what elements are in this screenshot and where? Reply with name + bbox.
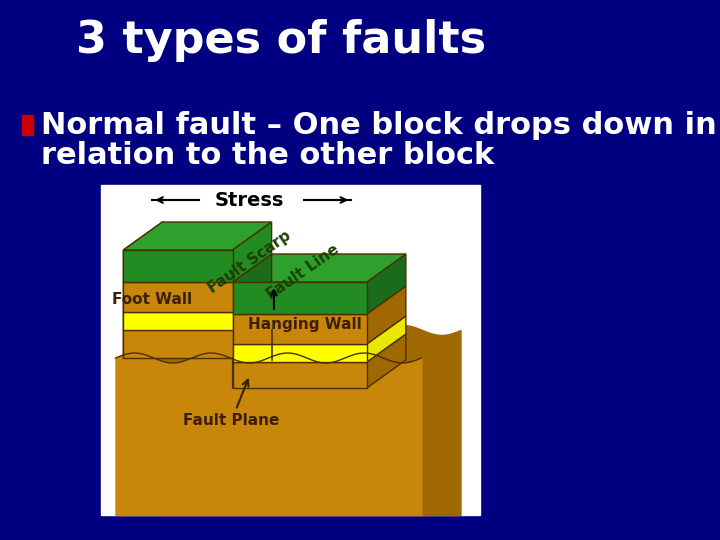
Text: Fault Plane: Fault Plane xyxy=(184,380,280,428)
Polygon shape xyxy=(233,344,366,362)
Polygon shape xyxy=(123,222,162,282)
Polygon shape xyxy=(366,286,406,344)
Bar xyxy=(102,185,480,515)
Polygon shape xyxy=(123,282,233,312)
Polygon shape xyxy=(233,330,271,388)
Polygon shape xyxy=(123,284,162,330)
Polygon shape xyxy=(366,334,406,388)
Polygon shape xyxy=(233,222,271,282)
Text: relation to the other block: relation to the other block xyxy=(40,140,494,170)
Polygon shape xyxy=(123,330,233,358)
Bar xyxy=(22,115,33,135)
Text: Foot Wall: Foot Wall xyxy=(112,293,192,307)
Polygon shape xyxy=(162,302,271,330)
Polygon shape xyxy=(162,222,271,286)
Polygon shape xyxy=(123,302,162,358)
Polygon shape xyxy=(366,254,406,314)
Polygon shape xyxy=(233,286,271,358)
Polygon shape xyxy=(233,254,406,282)
Polygon shape xyxy=(366,316,406,362)
Polygon shape xyxy=(123,250,233,282)
Polygon shape xyxy=(233,362,366,388)
Polygon shape xyxy=(233,254,271,314)
Polygon shape xyxy=(123,312,233,330)
Text: Normal fault – One block drops down in: Normal fault – One block drops down in xyxy=(40,111,716,139)
Text: 3 types of faults: 3 types of faults xyxy=(76,18,486,62)
Text: Fault Line: Fault Line xyxy=(264,241,342,302)
Polygon shape xyxy=(123,222,271,250)
Polygon shape xyxy=(233,282,366,314)
Text: Fault Scarp: Fault Scarp xyxy=(206,228,294,296)
Polygon shape xyxy=(123,254,162,312)
Polygon shape xyxy=(162,284,271,302)
Polygon shape xyxy=(162,254,271,284)
Polygon shape xyxy=(271,334,406,360)
Text: Stress: Stress xyxy=(215,191,284,210)
Text: Hanging Wall: Hanging Wall xyxy=(248,318,361,333)
Polygon shape xyxy=(233,314,366,344)
